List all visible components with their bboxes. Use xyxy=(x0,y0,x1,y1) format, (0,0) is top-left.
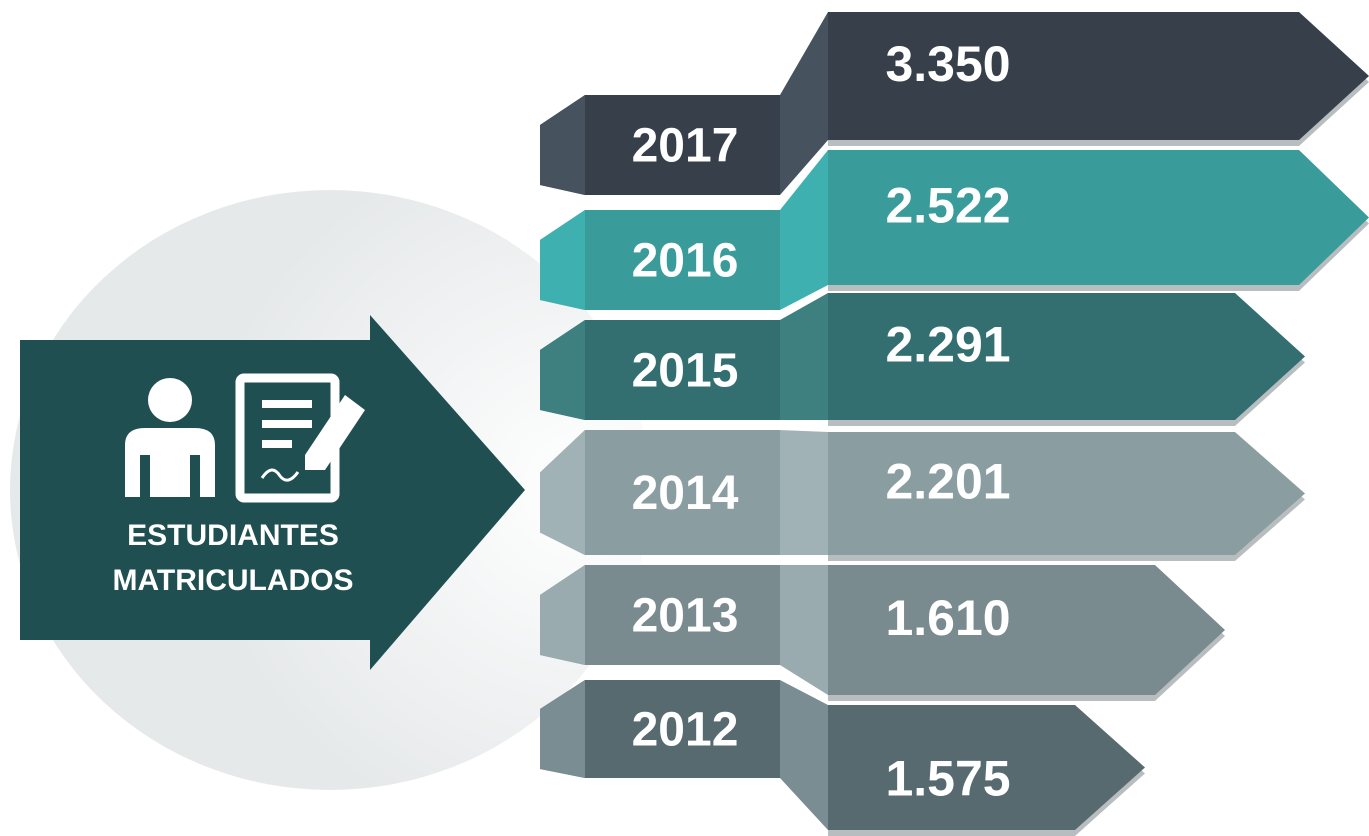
value-label: 2.522 xyxy=(885,178,1010,234)
icon xyxy=(125,373,365,503)
heading-arrow xyxy=(20,315,525,670)
value-label: 3.350 xyxy=(885,36,1010,92)
heading-line: MATRICULADOS xyxy=(112,564,353,597)
value-label: 1.610 xyxy=(885,590,1010,646)
year-tab xyxy=(540,680,780,778)
value-arrow xyxy=(828,293,1305,420)
year-label: 2014 xyxy=(632,467,739,520)
year-label: 2017 xyxy=(632,120,739,173)
connector xyxy=(780,680,828,830)
value-label: 1.575 xyxy=(885,751,1010,807)
value-label: 2.201 xyxy=(885,454,1010,510)
connector xyxy=(780,565,828,695)
year-label: 2012 xyxy=(632,704,739,757)
year-fold xyxy=(540,320,585,420)
value-arrow xyxy=(828,432,1305,555)
value-arrow xyxy=(828,565,1225,695)
year-label: 2015 xyxy=(632,345,739,398)
value-label: 2.291 xyxy=(885,317,1010,373)
value-arrow xyxy=(828,705,1145,830)
year-fold xyxy=(540,430,585,555)
value-arrow xyxy=(828,150,1369,285)
connector xyxy=(780,150,828,310)
year-tab xyxy=(540,210,780,310)
heading-line: ESTUDIANTES xyxy=(127,519,339,552)
year-label: 2016 xyxy=(632,235,739,288)
connector xyxy=(780,12,828,195)
year-fold xyxy=(540,680,585,778)
year-tab xyxy=(540,565,780,665)
year-fold xyxy=(540,210,585,310)
year-tab xyxy=(540,95,780,195)
value-arrow xyxy=(828,12,1369,140)
year-label: 2013 xyxy=(632,590,739,643)
connector xyxy=(780,293,828,420)
rows: 2017 3.350 2016 2.522 2015 2.291 2014 2.201 2013… xyxy=(540,12,1369,836)
year-tab xyxy=(540,320,780,420)
year-fold xyxy=(540,565,585,665)
year-fold xyxy=(540,95,585,195)
connector xyxy=(780,430,828,555)
year-tab xyxy=(540,430,780,555)
